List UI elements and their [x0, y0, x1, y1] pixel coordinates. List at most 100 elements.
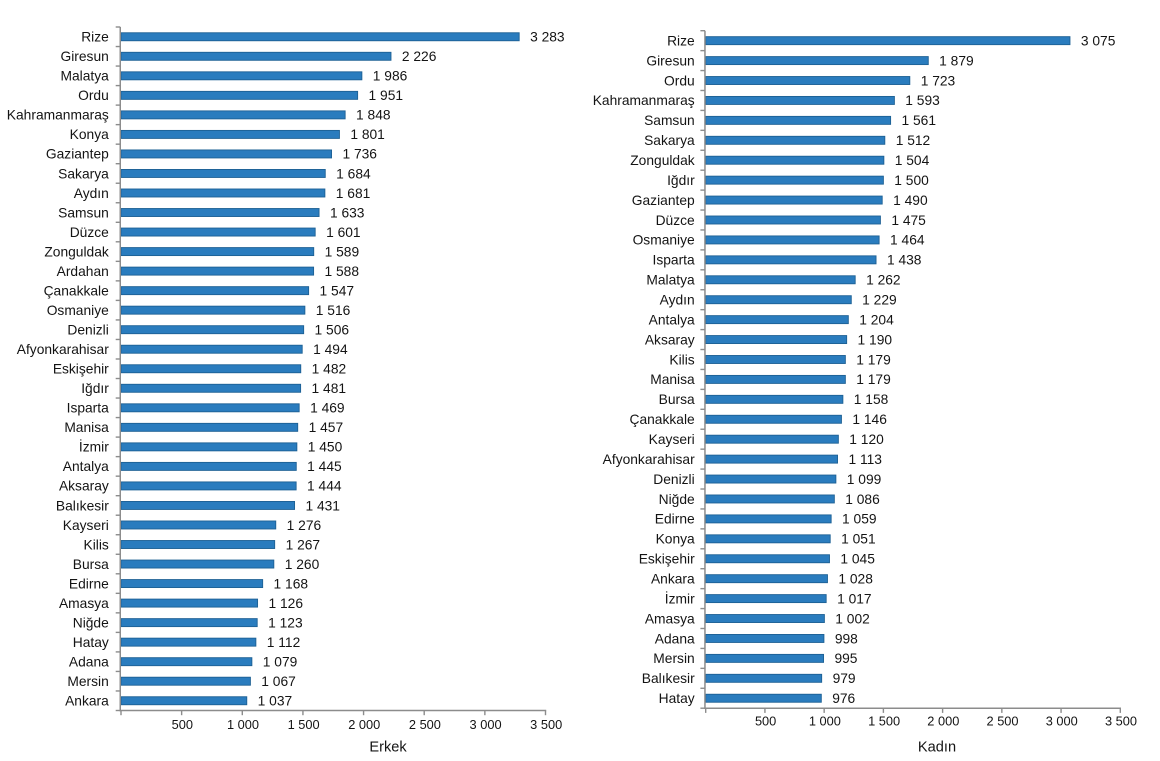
svg-text:1 262: 1 262 [866, 273, 901, 288]
svg-text:1 490: 1 490 [893, 193, 928, 208]
svg-text:1 276: 1 276 [287, 518, 322, 533]
svg-text:1 260: 1 260 [285, 557, 320, 572]
svg-text:Zonguldak: Zonguldak [630, 153, 695, 168]
svg-text:1 037: 1 037 [258, 694, 293, 709]
svg-text:Kayseri: Kayseri [649, 432, 695, 447]
svg-text:Afyonkarahisar: Afyonkarahisar [17, 342, 109, 357]
svg-text:995: 995 [834, 651, 857, 666]
svg-text:1 067: 1 067 [261, 674, 296, 689]
svg-text:Osmaniye: Osmaniye [47, 303, 109, 318]
svg-text:Çanakkale: Çanakkale [44, 283, 110, 298]
svg-text:1 431: 1 431 [305, 498, 340, 513]
svg-text:1 481: 1 481 [312, 381, 347, 396]
svg-text:Niğde: Niğde [659, 492, 695, 507]
svg-text:1 113: 1 113 [848, 452, 882, 467]
svg-text:1 086: 1 086 [845, 492, 880, 507]
svg-text:1 469: 1 469 [310, 401, 345, 416]
svg-text:Eskişehir: Eskişehir [53, 362, 109, 377]
svg-text:979: 979 [833, 671, 856, 686]
svg-text:1 017: 1 017 [837, 591, 872, 606]
svg-text:1 723: 1 723 [921, 73, 956, 88]
svg-text:Antalya: Antalya [63, 459, 109, 474]
svg-text:Aksaray: Aksaray [59, 479, 109, 494]
svg-text:Malatya: Malatya [646, 273, 695, 288]
svg-text:1 000: 1 000 [227, 717, 259, 732]
svg-text:Isparta: Isparta [67, 401, 110, 416]
svg-text:1 000: 1 000 [809, 714, 841, 729]
svg-text:1 516: 1 516 [316, 303, 351, 318]
svg-text:1 158: 1 158 [854, 392, 889, 407]
svg-text:1 267: 1 267 [286, 537, 321, 552]
svg-text:Mersin: Mersin [653, 651, 694, 666]
svg-text:3 500: 3 500 [530, 717, 562, 732]
svg-text:1 123: 1 123 [268, 615, 303, 630]
svg-text:1 444: 1 444 [307, 479, 342, 494]
svg-text:Hatay: Hatay [659, 691, 695, 706]
svg-text:Samsun: Samsun [644, 113, 695, 128]
svg-text:Ordu: Ordu [664, 73, 695, 88]
svg-text:İzmir: İzmir [79, 438, 109, 455]
svg-text:Kahramanmaraş: Kahramanmaraş [593, 93, 695, 108]
svg-text:1 120: 1 120 [849, 432, 884, 447]
svg-text:1 179: 1 179 [856, 352, 891, 367]
svg-text:1 045: 1 045 [840, 552, 875, 567]
svg-text:1 445: 1 445 [307, 459, 342, 474]
svg-text:Bursa: Bursa [73, 557, 109, 572]
svg-text:Edirne: Edirne [655, 512, 695, 527]
svg-text:1 506: 1 506 [315, 322, 350, 337]
svg-text:Osmaniye: Osmaniye [633, 233, 695, 248]
svg-text:Erkek: Erkek [369, 740, 407, 756]
svg-text:1 879: 1 879 [939, 53, 974, 68]
svg-text:Aksaray: Aksaray [645, 332, 695, 347]
svg-text:2 000: 2 000 [927, 714, 959, 729]
svg-text:1 168: 1 168 [274, 576, 309, 591]
svg-text:2 226: 2 226 [402, 49, 437, 64]
svg-text:Rize: Rize [81, 30, 109, 45]
svg-text:Amasya: Amasya [645, 611, 695, 626]
svg-text:Sakarya: Sakarya [58, 166, 109, 181]
svg-text:Samsun: Samsun [58, 205, 109, 220]
svg-text:1 179: 1 179 [856, 372, 891, 387]
svg-text:Gaziantep: Gaziantep [632, 193, 695, 208]
svg-text:1 112: 1 112 [267, 635, 301, 650]
svg-text:1 204: 1 204 [859, 312, 894, 327]
svg-text:1 633: 1 633 [330, 205, 365, 220]
svg-text:3 000: 3 000 [470, 717, 502, 732]
svg-text:Düzce: Düzce [70, 225, 109, 240]
svg-text:1 986: 1 986 [373, 69, 408, 84]
svg-text:Kilis: Kilis [669, 352, 694, 367]
svg-text:1 589: 1 589 [325, 244, 360, 259]
svg-text:Kilis: Kilis [84, 537, 109, 552]
svg-text:1 601: 1 601 [326, 225, 361, 240]
svg-text:1 099: 1 099 [847, 472, 882, 487]
svg-text:Kahramanmaraş: Kahramanmaraş [7, 108, 109, 123]
svg-text:1 681: 1 681 [336, 186, 371, 201]
svg-text:1 494: 1 494 [313, 342, 348, 357]
svg-text:1 002: 1 002 [835, 611, 870, 626]
svg-text:Ardahan: Ardahan [57, 264, 109, 279]
svg-text:Konya: Konya [656, 532, 695, 547]
svg-text:Manisa: Manisa [650, 372, 695, 387]
svg-text:1 951: 1 951 [369, 88, 404, 103]
svg-text:Iğdır: Iğdır [81, 381, 109, 396]
svg-text:Aydın: Aydın [660, 293, 695, 308]
svg-text:Kayseri: Kayseri [63, 518, 109, 533]
svg-text:1 801: 1 801 [350, 127, 385, 142]
svg-text:Adana: Adana [69, 654, 109, 669]
svg-text:Afyonkarahisar: Afyonkarahisar [603, 452, 695, 467]
svg-text:Iğdır: Iğdır [667, 173, 695, 188]
svg-text:Aydın: Aydın [74, 186, 109, 201]
svg-text:1 684: 1 684 [336, 166, 371, 181]
svg-text:3 000: 3 000 [1046, 714, 1078, 729]
svg-text:1 229: 1 229 [862, 293, 897, 308]
svg-text:998: 998 [835, 631, 858, 646]
svg-text:İzmir: İzmir [665, 589, 695, 606]
svg-text:Ankara: Ankara [65, 694, 109, 709]
svg-text:1 848: 1 848 [356, 108, 391, 123]
svg-text:Düzce: Düzce [656, 213, 695, 228]
svg-text:2 500: 2 500 [409, 717, 441, 732]
svg-text:Ankara: Ankara [651, 571, 695, 586]
svg-text:1 512: 1 512 [896, 133, 931, 148]
svg-text:1 190: 1 190 [858, 332, 893, 347]
svg-text:Giresun: Giresun [646, 53, 694, 68]
